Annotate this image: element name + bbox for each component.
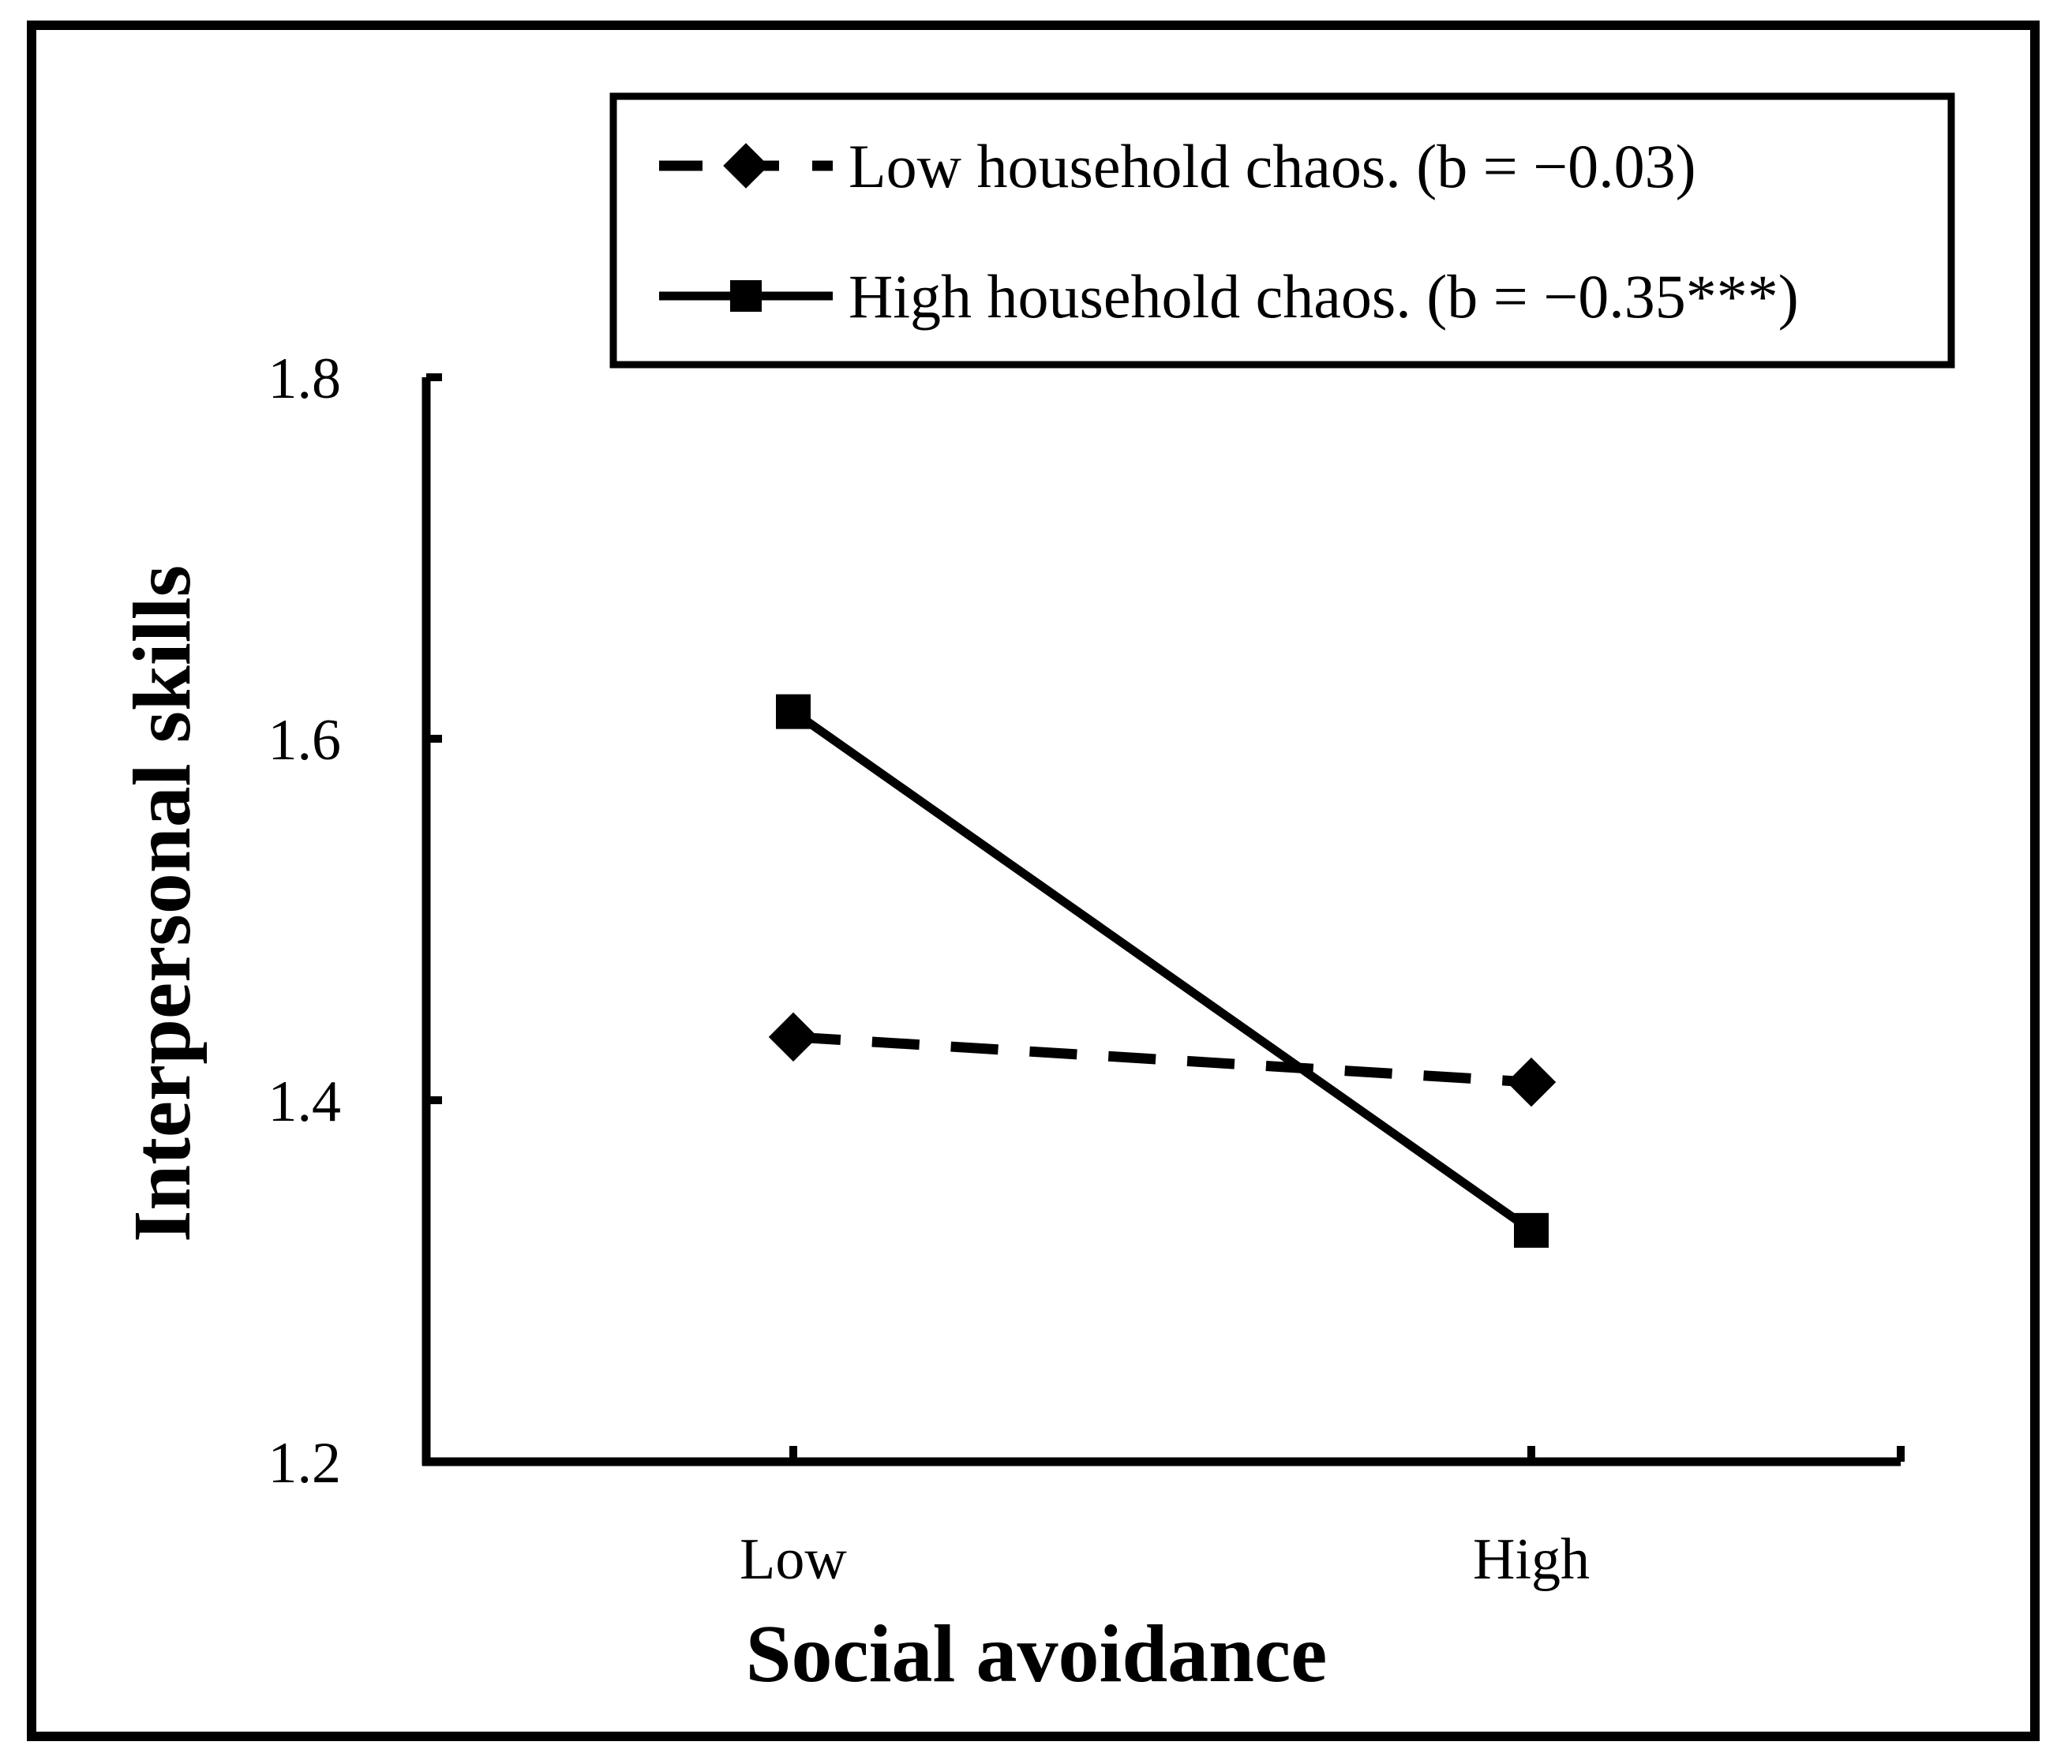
data-point [776,694,811,729]
series-line [790,708,1534,1234]
x-axis-title: Social avoidance [746,1609,1328,1699]
data-point [1514,1212,1549,1248]
y-tick-labels: 1.2 1.4 1.6 1.8 [268,346,342,1496]
y-tick-label: 1.2 [268,1431,342,1496]
y-tick-label: 1.8 [268,346,342,411]
x-tick-label: Low [740,1527,847,1592]
series-high-household-chaos [776,694,1549,1248]
x-tick-label: High [1473,1527,1590,1592]
legend-label: High household chaos. (b = −0.35***) [849,262,1799,331]
legend-entry: High household chaos. (b = −0.35***) [659,262,1799,331]
data-point [768,1012,819,1062]
y-tick-label: 1.6 [268,708,342,773]
legend-marker [723,143,769,189]
data-point [1506,1057,1557,1107]
legend-label: Low household chaos. (b = −0.03) [849,132,1696,200]
axes [422,373,1905,1466]
series-low-household-chaos [768,1012,1557,1107]
y-tick-label: 1.4 [268,1069,342,1134]
legend-entries: Low household chaos. (b = −0.03) High hou… [659,132,1799,331]
figure-frame [27,21,2040,1741]
series-group [768,694,1557,1248]
y-axis-title: Interpersonal skills [117,565,208,1242]
legend: Low household chaos. (b = −0.03) High hou… [609,92,1955,369]
legend-marker [730,280,762,312]
legend-box [609,92,1955,369]
legend-entry: Low household chaos. (b = −0.03) [659,132,1696,200]
x-tick-labels: Low High [740,1527,1590,1592]
series-line [792,1032,1532,1088]
